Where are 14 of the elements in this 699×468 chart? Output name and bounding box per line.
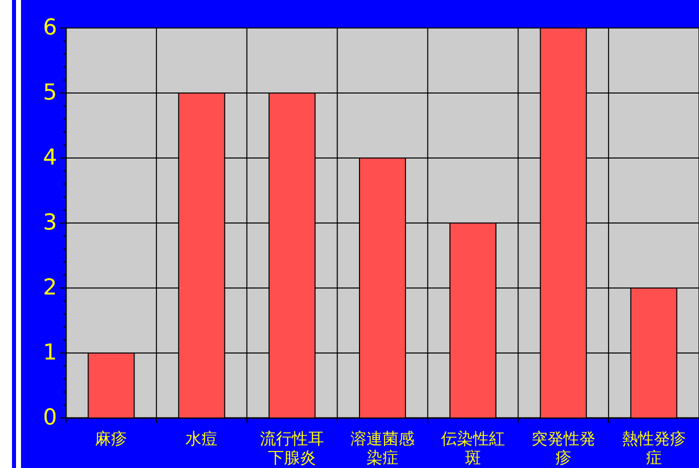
x-tick-label: 流行性耳下腺炎 <box>260 429 324 467</box>
x-tick-label: 麻疹 <box>95 429 128 448</box>
x-tick-label: 伝染性紅斑 <box>440 429 505 467</box>
y-tick-label: 0 <box>43 406 57 430</box>
y-tick-label: 1 <box>43 340 57 366</box>
y-tick-label: 4 <box>43 146 57 170</box>
x-tick-label: 溶連菌感染症 <box>350 429 414 467</box>
y-tick-label: 3 <box>43 210 57 236</box>
x-tick-label: 突発性発疹 <box>531 429 596 467</box>
y-tick-label: 6 <box>43 16 57 40</box>
x-tick-label: 水痘 <box>186 429 218 448</box>
x-tick-label: 熱性発疹症 <box>622 429 686 467</box>
y-tick-label: 2 <box>43 276 57 300</box>
y-tick-label: 5 <box>43 80 57 106</box>
